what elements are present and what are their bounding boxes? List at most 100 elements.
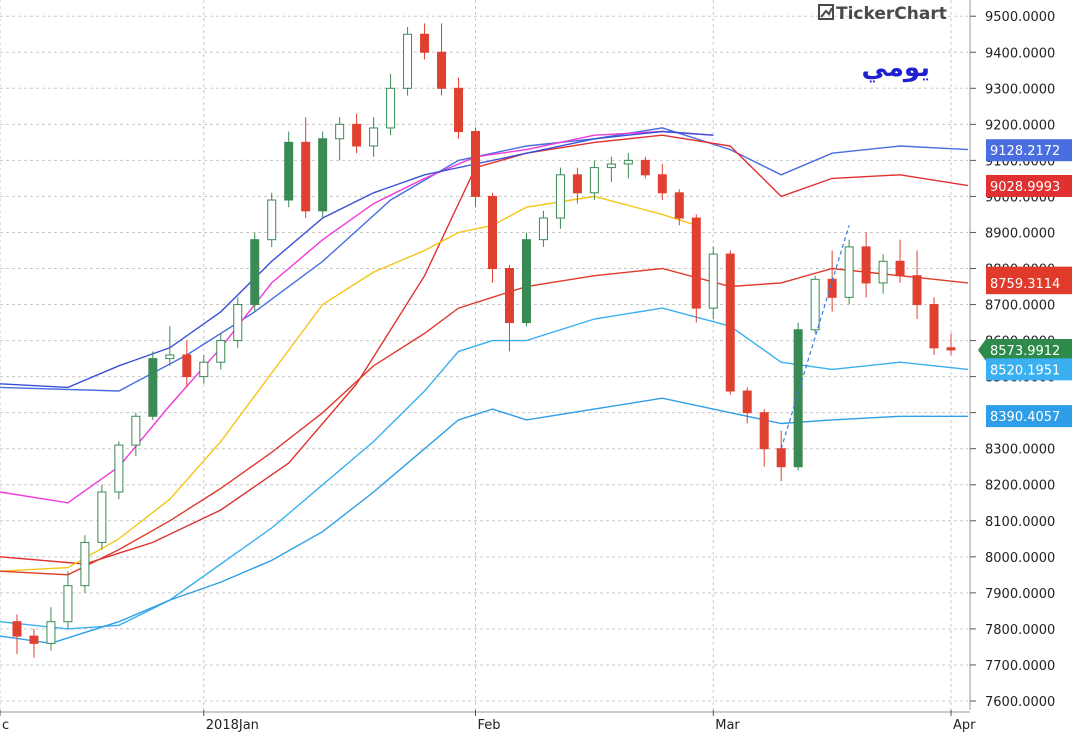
candle-body [199, 361, 209, 378]
candle-body [878, 260, 888, 284]
candle [471, 127, 481, 208]
candle [80, 535, 90, 593]
line-upper_blue [0, 127, 969, 392]
candle-body [861, 246, 871, 284]
candle [301, 117, 311, 219]
candle [386, 73, 396, 136]
ytick-label: 8700.0000 [985, 299, 1055, 314]
ytick-label: 8000.0000 [985, 551, 1055, 566]
candle-body [589, 167, 599, 194]
candle [555, 167, 565, 229]
xtick-label: 2018Jan [206, 718, 259, 733]
value-tag-bg [986, 272, 1072, 295]
candle-body [386, 87, 396, 129]
candle-body [420, 33, 430, 53]
line-ma_red [0, 267, 969, 576]
ytick-label: 8900.0000 [985, 226, 1055, 241]
candle [725, 250, 735, 395]
candle [284, 131, 294, 208]
candle [606, 156, 616, 183]
xtick-label: c [2, 718, 9, 733]
candle-body [471, 131, 481, 197]
candle [759, 409, 769, 467]
candle-body [335, 123, 345, 140]
candle [538, 210, 548, 247]
candle [657, 163, 667, 201]
candle [895, 239, 905, 283]
candle-body [46, 621, 56, 644]
candle [131, 412, 141, 456]
candle-body [572, 174, 582, 194]
candle-body [912, 275, 922, 306]
candle-body [369, 127, 379, 147]
candle-body [827, 278, 837, 298]
ytick-label: 8200.0000 [985, 479, 1055, 494]
candle-body [318, 138, 328, 212]
candle-body [182, 354, 192, 378]
value-tag-bg [986, 139, 1072, 162]
ytick-label: 9300.0000 [985, 82, 1055, 97]
candle [844, 239, 854, 305]
candle-body [793, 329, 803, 468]
candle-body [114, 444, 124, 493]
grid-lines [0, 0, 968, 710]
candle [878, 254, 888, 294]
value-tag: 8390.4057 [986, 405, 1072, 428]
candle [267, 192, 277, 247]
candle [352, 113, 362, 154]
time-axis: c 2018Jan Feb Mar Apr [0, 710, 976, 733]
candle-body [97, 491, 107, 543]
candle [742, 387, 752, 424]
value-tag-label: 8759.3114 [990, 277, 1060, 292]
candle-body [267, 199, 277, 241]
candle [318, 131, 328, 219]
candle [12, 614, 22, 655]
candle [810, 275, 820, 334]
candle [250, 232, 260, 312]
candle-body [148, 358, 158, 417]
candle [454, 77, 464, 139]
candle [216, 333, 226, 370]
period-label: يومي [862, 53, 930, 83]
candle-body [742, 390, 752, 414]
value-tag-bg [986, 358, 1072, 381]
candle-body [63, 585, 73, 623]
value-tag-label: 8520.1951 [990, 363, 1060, 378]
candle-body [776, 448, 786, 468]
candle [199, 355, 209, 384]
candle-body [504, 268, 514, 324]
trendline-layer [780, 225, 850, 449]
candle-body [131, 415, 141, 446]
line-band_outer [0, 397, 968, 645]
candle [420, 23, 430, 60]
line-ma_yellow [0, 195, 697, 572]
value-tag-label: 9128.2172 [990, 144, 1060, 159]
ytick-label: 8100.0000 [985, 515, 1055, 530]
ytick-label: 9500.0000 [985, 10, 1055, 25]
candle [946, 333, 956, 355]
candle [233, 297, 243, 348]
value-tag: 8573.9912 [978, 338, 1072, 361]
candle [437, 23, 447, 96]
candle-body [352, 123, 362, 147]
candle [97, 484, 107, 550]
value-tag-bg [986, 174, 1072, 197]
candle-body [437, 51, 447, 89]
candle-body [623, 159, 633, 165]
xtick-label: Feb [478, 718, 501, 733]
candle-body [233, 304, 243, 342]
candle [640, 156, 650, 179]
candle-body [759, 412, 769, 450]
ytick-label: 7900.0000 [985, 587, 1055, 602]
candle [912, 250, 922, 319]
ytick-label: 9400.0000 [985, 46, 1055, 61]
candles [12, 23, 956, 658]
trendline [780, 225, 850, 449]
candle-body [844, 246, 854, 298]
candle [29, 628, 39, 658]
candle-body [929, 304, 939, 349]
candle-body [538, 217, 548, 241]
